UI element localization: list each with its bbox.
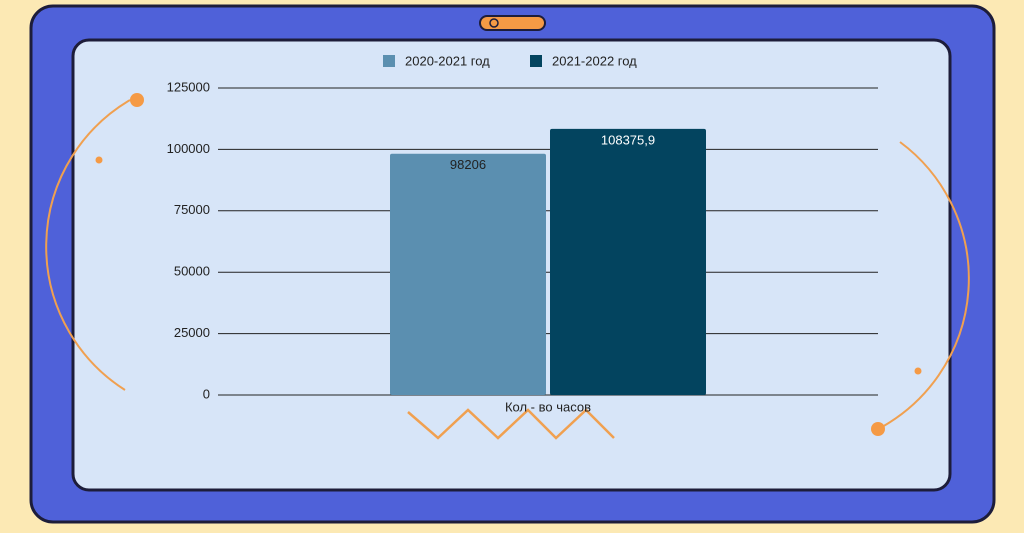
bar bbox=[550, 128, 706, 395]
decor-arc bbox=[45, 99, 131, 391]
legend-swatch bbox=[383, 55, 395, 67]
y-tick-label: 125000 bbox=[167, 79, 210, 94]
y-tick-label: 75000 bbox=[174, 202, 210, 217]
decor-dot bbox=[871, 422, 885, 436]
plot-area: 0 25000 50000 75000 100000 125000 2020-2021 го… bbox=[167, 53, 878, 414]
legend-swatch bbox=[530, 55, 542, 67]
legend-label: 2021-2022 год bbox=[552, 53, 637, 68]
x-tick-label: Кол - во часов bbox=[505, 399, 591, 414]
y-tick-label: 0 bbox=[203, 386, 210, 401]
decor-arc bbox=[879, 141, 970, 429]
bar bbox=[390, 153, 546, 395]
legend-label: 2020-2021 год bbox=[405, 53, 490, 68]
decor-zigzag bbox=[407, 408, 615, 440]
data-label: 108375,9 bbox=[601, 132, 655, 147]
decor-dot bbox=[914, 367, 922, 375]
decor-dot bbox=[95, 156, 103, 164]
y-tick-label: 100000 bbox=[167, 141, 210, 156]
y-tick-label: 25000 bbox=[174, 325, 210, 340]
camera bbox=[489, 18, 499, 28]
decor-dot bbox=[130, 93, 144, 107]
data-label: 98206 bbox=[450, 157, 486, 172]
y-tick-label: 50000 bbox=[174, 264, 210, 279]
